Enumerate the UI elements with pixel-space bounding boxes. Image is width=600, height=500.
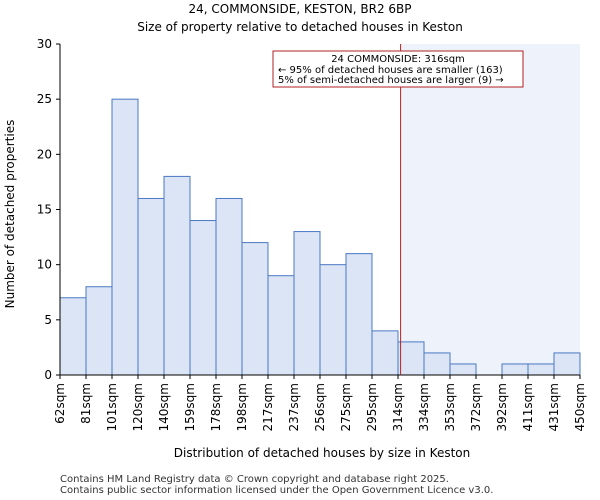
bar-295sqm (371, 330, 399, 376)
x-tick-label: 392sqm (495, 383, 509, 431)
y-tick-label: 25 (37, 92, 52, 106)
x-tick-label: 411sqm (521, 383, 535, 431)
x-tick-label: 120sqm (131, 383, 145, 431)
x-tick-label: 275sqm (339, 383, 353, 431)
x-tick-label: 198sqm (235, 383, 249, 431)
x-tick-label: 295sqm (365, 383, 379, 431)
x-tick-label: 101sqm (105, 383, 119, 431)
bar-275sqm (345, 253, 373, 376)
x-tick-label: 353sqm (443, 383, 457, 431)
bar-101sqm (111, 98, 139, 376)
bar-334sqm (423, 352, 451, 376)
annotation-line-3: 5% of semi-detached houses are larger (9… (278, 75, 504, 86)
chart-subtitle: Size of property relative to detached ho… (137, 20, 463, 34)
footer-line-2: Contains public sector information licen… (60, 485, 494, 496)
x-tick-label: 178sqm (209, 383, 223, 431)
bar-314sqm (397, 341, 425, 376)
bar-431sqm (553, 352, 581, 376)
bar-140sqm (163, 175, 191, 376)
y-tick-label: 30 (37, 37, 52, 51)
annotation-box: 24 COMMONSIDE: 316sqm ← 95% of detached … (272, 50, 524, 88)
x-tick-label: 217sqm (261, 383, 275, 431)
y-tick-label: 20 (37, 147, 52, 161)
bar-198sqm (241, 242, 269, 376)
footer-line-1: Contains HM Land Registry data © Crown c… (60, 474, 449, 485)
x-tick-label: 450sqm (573, 383, 587, 431)
x-axis-label: Distribution of detached houses by size … (174, 446, 470, 460)
highlight-region (400, 44, 580, 375)
bar-237sqm (293, 231, 321, 376)
bar-353sqm (449, 363, 477, 376)
bar-217sqm (267, 275, 295, 376)
y-tick-label: 0 (44, 368, 52, 382)
bar-62sqm (59, 297, 87, 376)
x-tick-label: 159sqm (183, 383, 197, 431)
x-tick-label: 62sqm (53, 383, 67, 424)
annotation-line-2: ← 95% of detached houses are smaller (16… (278, 65, 503, 76)
x-tick-label: 431sqm (547, 383, 561, 431)
bar-411sqm (527, 363, 555, 376)
annotation-line-1: 24 COMMONSIDE: 316sqm (331, 54, 465, 65)
x-tick-label: 237sqm (287, 383, 301, 431)
x-tick-label: 334sqm (417, 383, 431, 431)
y-tick-label: 5 (44, 313, 52, 327)
chart-title: 24, COMMONSIDE, KESTON, BR2 6BP (188, 2, 412, 16)
x-tick-label: 81sqm (79, 383, 93, 424)
x-tick-label: 140sqm (157, 383, 171, 431)
x-tick-label: 372sqm (469, 383, 483, 431)
x-tick-label: 314sqm (391, 383, 405, 431)
y-tick-label: 10 (37, 258, 52, 272)
bar-120sqm (137, 197, 165, 376)
y-tick-label: 15 (37, 203, 52, 217)
bar-81sqm (85, 286, 113, 376)
bar-256sqm (319, 264, 347, 376)
bar-159sqm (189, 220, 217, 376)
bar-392sqm (501, 363, 529, 376)
bar-178sqm (215, 197, 243, 376)
y-axis-label: Number of detached properties (3, 120, 17, 309)
x-tick-label: 256sqm (313, 383, 327, 431)
